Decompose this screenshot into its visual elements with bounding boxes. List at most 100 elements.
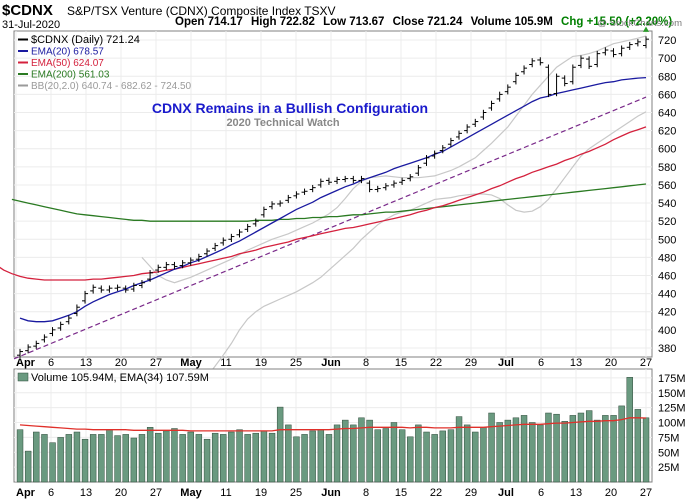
volume-bar [203, 438, 211, 483]
volume-y-tick-label: 125M [658, 403, 686, 415]
change-value: Chg +15.50 (+2.20%) [561, 16, 673, 28]
volume-x-tick-label: 20 [605, 487, 617, 499]
volume-bar [89, 434, 97, 483]
volume-bar [447, 429, 455, 483]
volume-bar [618, 405, 625, 483]
ema50-line [0, 126, 647, 281]
legend-bb: BB(20,2.0) 640.74 - 682.62 - 724.50 [31, 81, 192, 92]
volume-bar [163, 430, 170, 483]
volume-x-tick-label: 25 [290, 487, 302, 499]
volume-bar [285, 424, 292, 483]
volume-bar [187, 431, 194, 483]
date-axis: Apr Apr 6 6 13 13 20 20 27 27 May May 11 11 19 19 25 25 Ju… [16, 357, 652, 499]
volume-bar [390, 422, 398, 483]
volume-bar [41, 434, 48, 483]
volume-bar [220, 434, 227, 483]
price-y-tick-label: 620 [658, 126, 676, 138]
price-x-tick-label: Apr [16, 357, 36, 369]
volume-bar [244, 434, 251, 483]
volume-bar [561, 421, 568, 483]
volume-bar [33, 431, 40, 483]
volume-bar [577, 412, 585, 483]
volume-bar [439, 430, 446, 483]
price-y-tick-label: 640 [658, 108, 676, 120]
volume-x-tick-label: 22 [430, 487, 442, 499]
symbol-label: $CDNX [2, 2, 53, 19]
chart-subtitle: 2020 Technical Watch [226, 117, 339, 129]
open-value: Open 714.17 [175, 16, 243, 28]
price-x-tick-label: 20 [115, 357, 127, 369]
volume-bar [529, 422, 536, 483]
volume-bar [537, 424, 544, 483]
price-x-tick-label: 25 [290, 357, 302, 369]
volume-x-tick-label: 6 [48, 487, 54, 499]
volume-bar [569, 415, 577, 483]
price-x-tick-label: 6 [48, 357, 54, 369]
volume-x-tick-label: 13 [80, 487, 92, 499]
volume-bar [276, 406, 284, 483]
up-arrow-icon [643, 26, 649, 32]
volume-bar [350, 424, 357, 483]
price-y-tick-label: 500 [658, 234, 676, 246]
price-x-tick-label: 27 [150, 357, 162, 369]
price-y-tick-label: 520 [658, 216, 676, 228]
volume-bar [634, 409, 642, 483]
price-x-tick-label: 11 [220, 357, 231, 369]
volume-bar [407, 436, 414, 483]
volume-bar [602, 415, 609, 483]
price-x-tick-label: 19 [255, 357, 267, 369]
price-x-tick-label: 27 [640, 357, 652, 369]
volume-x-tick-label: 27 [150, 487, 162, 499]
volume-bar [24, 450, 32, 483]
price-x-tick-label: 13 [570, 357, 582, 369]
volume-x-tick-label: 8 [363, 487, 369, 499]
volume-bar [228, 431, 235, 483]
legend-ema50: EMA(50) 624.07 [31, 58, 104, 69]
volume-bar [553, 413, 560, 483]
volume-panel: 25M 50M 75M 100M 125M 150M 175M Volume 105.94M,… [13, 368, 686, 483]
price-x-tick-label: 15 [395, 357, 407, 369]
volume-bar [423, 431, 430, 483]
volume-bar [488, 412, 495, 483]
volume-bar [382, 428, 390, 483]
volume-x-tick-label: 6 [538, 487, 544, 499]
price-y-tick-label: 560 [658, 180, 676, 192]
volume-bar [122, 434, 129, 483]
price-x-tick-label: Jun [321, 357, 341, 369]
price-y-tick-label: 400 [658, 325, 676, 337]
price-panel: 3804004204404604805005205405605806006206… [0, 26, 676, 385]
volume-x-tick-label: 11 [220, 487, 231, 499]
volume-bar [610, 415, 617, 483]
legend-price: $CDNX (Daily) 721.24 [31, 34, 140, 46]
volume-bar [585, 410, 593, 483]
volume-bar [626, 377, 633, 483]
volume-bar [317, 429, 325, 483]
volume-legend-swatch [17, 372, 29, 382]
volume-bar [455, 416, 463, 483]
stockcharts-watermark: @ StockCharts.com [597, 18, 682, 29]
volume-bar [130, 437, 138, 483]
volume-bar [342, 419, 349, 483]
volume-y-tick-label: 25M [658, 462, 679, 474]
price-y-tick-label: 720 [658, 35, 676, 47]
chart-title: CDNX Remains in a Bullish Configuration [152, 100, 428, 116]
volume-bar [480, 427, 487, 483]
price-panel-frame [13, 30, 653, 358]
volume-bar [211, 432, 219, 483]
volume-bar [309, 430, 316, 483]
volume-bar [16, 429, 24, 483]
price-y-tick-label: 600 [658, 144, 676, 156]
volume-bar [594, 419, 601, 483]
volume-bar [333, 424, 341, 483]
volume-bar [504, 419, 512, 483]
volume-y-tick-label: 100M [658, 418, 686, 430]
bb-upper-line [141, 35, 647, 284]
volume-bar [415, 424, 422, 483]
volume-x-tick-label: Apr [16, 487, 36, 499]
legend-ema200: EMA(200) 561.03 [31, 70, 110, 81]
volume-bar [325, 434, 333, 483]
volume-x-tick-label: 15 [395, 487, 407, 499]
volume-bar [65, 434, 73, 483]
bb-lower-line [198, 111, 647, 385]
